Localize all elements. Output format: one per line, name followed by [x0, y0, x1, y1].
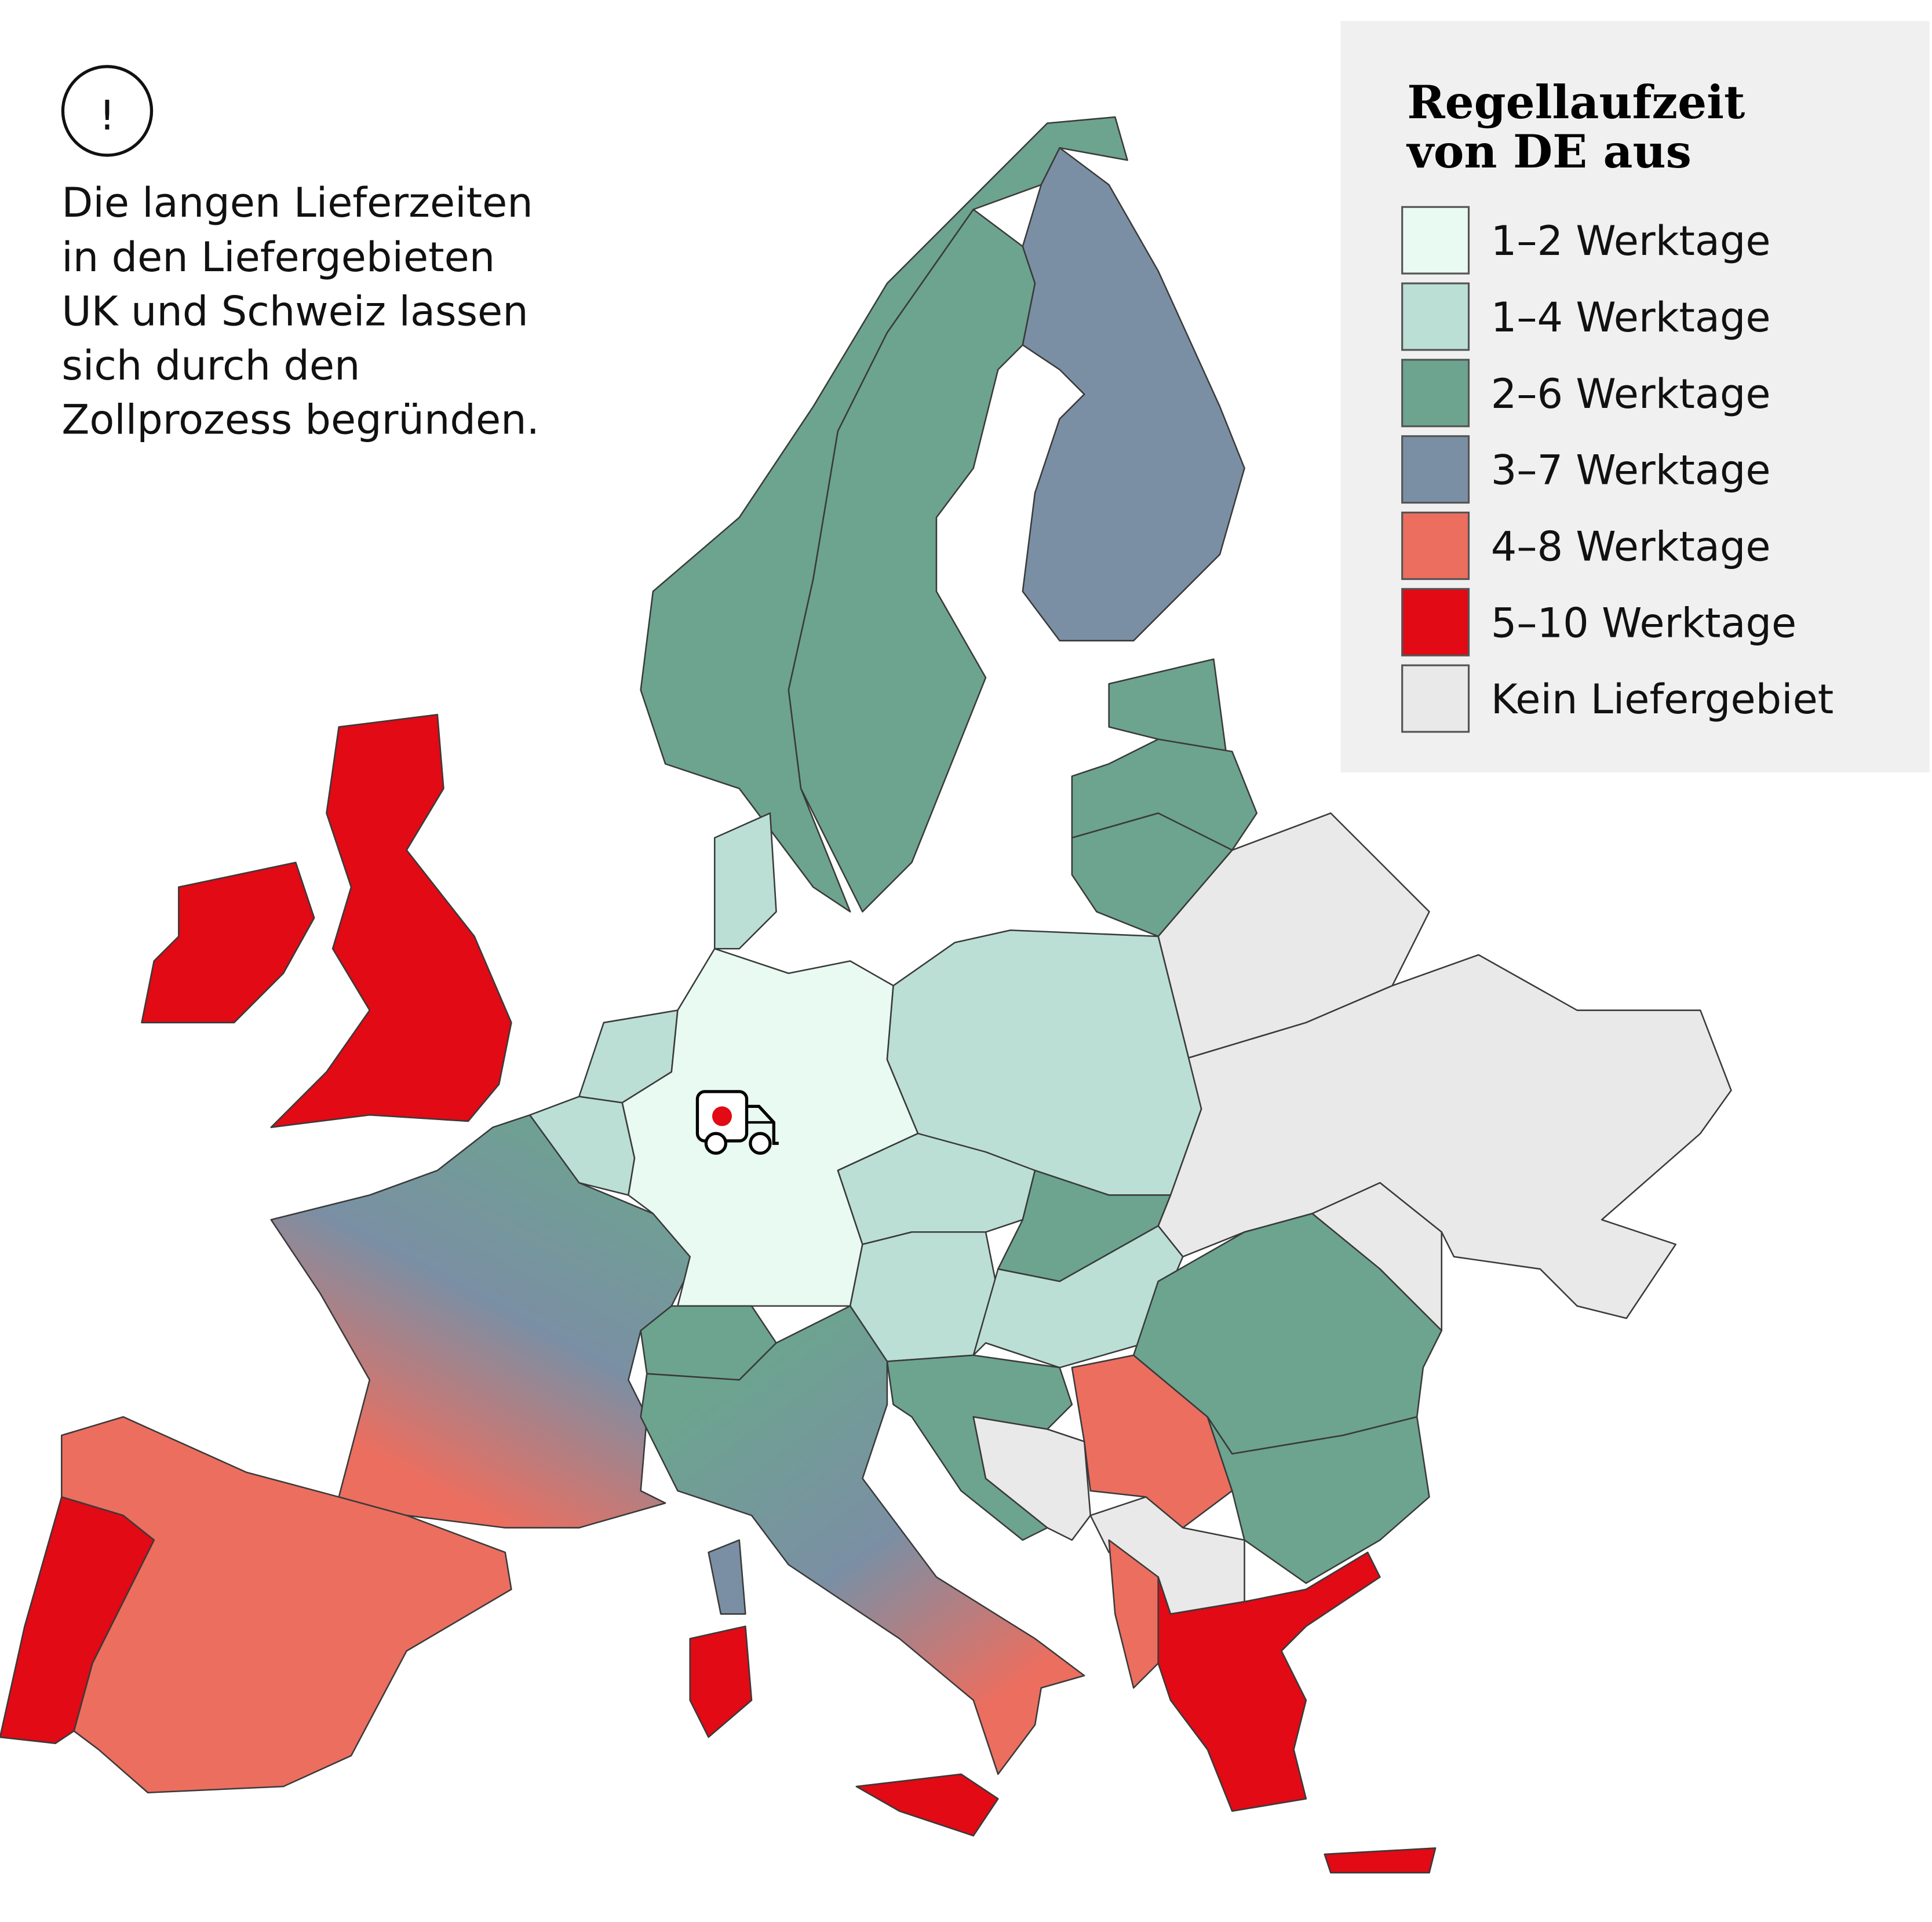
brand-logo-icon [712, 1106, 732, 1126]
legend-label: 1–2 Werktage [1491, 217, 1771, 265]
country-bosnia[interactable] [972, 1416, 1092, 1541]
countries [0, 116, 1732, 1874]
country-italy[interactable] [640, 1305, 1085, 1775]
country-albania[interactable] [1108, 1539, 1159, 1689]
island-sardinia[interactable] [689, 1625, 753, 1738]
island-corsica[interactable] [708, 1539, 746, 1615]
legend-label: 4–8 Werktage [1491, 523, 1771, 570]
country-finland[interactable] [1022, 147, 1245, 641]
legend-label: 2–6 Werktage [1491, 370, 1771, 418]
legend-title: Regellaufzeit [1407, 75, 1745, 129]
legend-swatch [1401, 664, 1470, 733]
country-uk[interactable] [270, 713, 512, 1128]
country-estonia[interactable] [1108, 658, 1227, 753]
country-greece[interactable] [1157, 1551, 1381, 1812]
delivery-truck-icon [695, 1090, 779, 1155]
country-ireland[interactable] [141, 862, 315, 1024]
legend-label: 1–4 Werktage [1491, 294, 1771, 341]
country-norway[interactable] [640, 116, 1128, 913]
legend-swatch [1401, 435, 1470, 504]
island-sicily[interactable] [855, 1773, 999, 1837]
country-denmark[interactable] [713, 812, 777, 950]
legend-swatch [1401, 588, 1470, 657]
info-note: ! Die langen Lieferzeiten in den Lieferg… [61, 65, 539, 443]
island-crete[interactable] [1324, 1847, 1437, 1874]
legend-label: 5–10 Werktage [1491, 599, 1796, 647]
legend-title: von DE aus [1406, 125, 1692, 178]
legend-swatch [1401, 359, 1470, 428]
country-sweden[interactable] [788, 209, 1036, 913]
legend-label: Kein Liefergebiet [1491, 676, 1834, 723]
exclamation-circle-icon [61, 65, 154, 157]
legend-swatch [1401, 282, 1470, 351]
country-portugal[interactable] [0, 1496, 155, 1744]
note-line: UK und Schweiz lassen [61, 287, 528, 335]
note-line: Zollprozess begründen. [61, 396, 539, 443]
legend: Regellaufzeit von DE aus 1–2 Werktage 1–4… [1340, 21, 1930, 773]
note-line: Die langen Lieferzeiten [61, 179, 533, 227]
note-line: sich durch den [61, 342, 360, 389]
country-bulgaria[interactable] [1206, 1416, 1430, 1584]
legend-label: 3–7 Werktage [1491, 447, 1771, 494]
note-line: in den Liefergebieten [61, 234, 495, 281]
legend-swatch [1401, 206, 1470, 275]
legend-swatch [1401, 511, 1470, 580]
exclamation-mark: ! [99, 92, 115, 139]
